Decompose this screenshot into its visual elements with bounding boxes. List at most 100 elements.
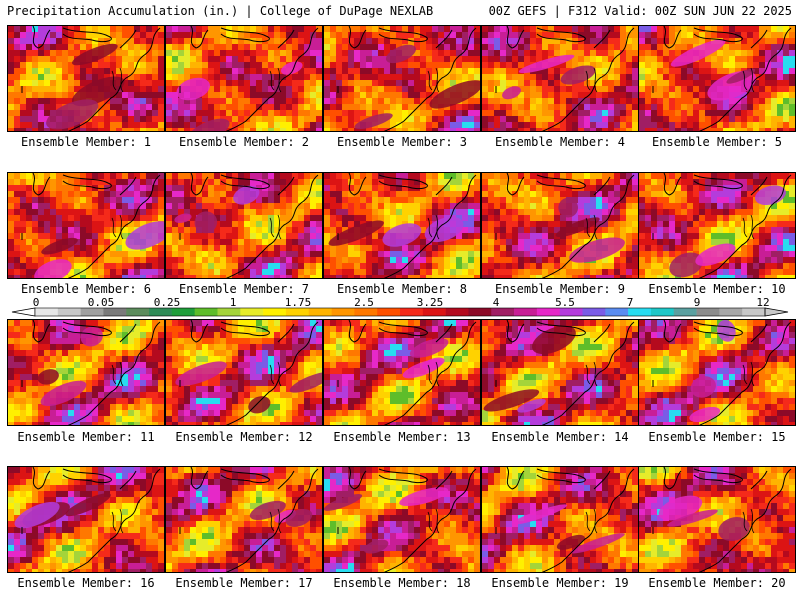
bay-outline xyxy=(742,361,755,387)
colorbar-swatch xyxy=(194,308,218,316)
ensemble-member-label: Ensemble Member: 13 xyxy=(333,430,471,444)
precip-field xyxy=(324,173,480,278)
bay-outline xyxy=(427,508,440,534)
coastline xyxy=(67,27,161,131)
great-lakes-outline xyxy=(190,26,295,49)
ensemble-member-label: Ensemble Member: 6 xyxy=(20,282,152,296)
colorbar-swatch xyxy=(308,308,332,316)
ensemble-member-label: Ensemble Member: 8 xyxy=(336,282,468,296)
bay-outline xyxy=(269,508,282,534)
precip-field xyxy=(639,320,795,425)
colorbar-swatch xyxy=(35,308,59,316)
bay-outline xyxy=(111,214,124,240)
ensemble-member-map xyxy=(165,172,323,279)
colorbar-swatch xyxy=(628,308,652,316)
ensemble-member-label: Ensemble Member: 19 xyxy=(491,576,629,590)
colorbar-swatch xyxy=(514,308,538,316)
great-lakes-outline xyxy=(190,173,295,196)
bay-outline xyxy=(111,508,124,534)
colorbar-swatch xyxy=(605,308,629,316)
precip-field xyxy=(166,467,322,572)
ensemble-member-map xyxy=(481,466,639,573)
great-lakes-outline xyxy=(506,467,611,490)
colorbar-max-arrow xyxy=(764,307,789,317)
ensemble-member-label: Ensemble Member: 5 xyxy=(651,135,783,149)
precipitation-colorbar: 0 0.05 0.25 1 1.75 2.5 3.25 4 5.5 7 9 12 xyxy=(0,295,800,323)
colorbar-tick-label: 1 xyxy=(230,296,237,309)
great-lakes-outline xyxy=(348,467,453,490)
great-lakes-outline xyxy=(663,173,768,196)
ensemble-member-label: Ensemble Member: 16 xyxy=(17,576,155,590)
coastline xyxy=(541,174,635,278)
ensemble-member-map xyxy=(481,25,639,132)
colorbar-swatch xyxy=(80,308,104,316)
precip-field xyxy=(8,26,164,131)
great-lakes-outline xyxy=(190,467,295,490)
bay-outline xyxy=(269,361,282,387)
coastline xyxy=(383,27,477,131)
precip-field xyxy=(8,173,164,278)
colorbar-tick-label: 4 xyxy=(493,296,500,309)
colorbar-swatch xyxy=(491,308,515,316)
ensemble-member-map xyxy=(323,319,481,426)
bay-outline xyxy=(585,508,598,534)
colorbar-tick-label: 3.25 xyxy=(417,296,444,309)
precip-field xyxy=(166,173,322,278)
colorbar-swatch xyxy=(696,308,720,316)
colorbar-swatch xyxy=(263,308,287,316)
coastline xyxy=(225,27,319,131)
great-lakes-outline xyxy=(348,173,453,196)
bay-outline xyxy=(742,214,755,240)
bay-outline xyxy=(742,508,755,534)
colorbar-swatch xyxy=(240,308,264,316)
precip-field xyxy=(639,26,795,131)
coastline xyxy=(541,468,635,572)
colorbar-tick-label: 0.25 xyxy=(154,296,181,309)
great-lakes-outline xyxy=(506,173,611,196)
bay-outline xyxy=(427,67,440,93)
precip-field xyxy=(324,26,480,131)
colorbar-swatch xyxy=(377,308,401,316)
ensemble-member-map xyxy=(481,172,639,279)
coastline xyxy=(383,321,477,425)
ensemble-member-label: Ensemble Member: 10 xyxy=(648,282,786,296)
coastline xyxy=(225,321,319,425)
colorbar-tick-label: 0.05 xyxy=(88,296,115,309)
bay-outline xyxy=(427,361,440,387)
great-lakes-outline xyxy=(190,320,295,343)
map-title: Precipitation Accumulation (in.) | Colle… xyxy=(7,4,434,18)
precip-field xyxy=(482,173,638,278)
colorbar-min-arrow xyxy=(11,307,36,317)
ensemble-member-label: Ensemble Member: 7 xyxy=(178,282,310,296)
coastline xyxy=(225,468,319,572)
ensemble-member-map xyxy=(638,25,796,132)
ensemble-member-map xyxy=(638,172,796,279)
bay-outline xyxy=(269,67,282,93)
coastline xyxy=(67,468,161,572)
bay-outline xyxy=(585,361,598,387)
precip-field xyxy=(324,320,480,425)
ensemble-member-label: Ensemble Member: 9 xyxy=(494,282,626,296)
precip-field xyxy=(8,467,164,572)
great-lakes-outline xyxy=(348,320,453,343)
precip-field xyxy=(482,320,638,425)
colorbar-tick-label: 1.75 xyxy=(285,296,312,309)
bay-outline xyxy=(269,214,282,240)
ensemble-member-map xyxy=(638,466,796,573)
coastline xyxy=(698,321,792,425)
colorbar-tick-label: 0 xyxy=(33,296,40,309)
ensemble-member-map xyxy=(165,25,323,132)
ensemble-member-map xyxy=(323,25,481,132)
precip-field xyxy=(166,26,322,131)
great-lakes-outline xyxy=(663,320,768,343)
ensemble-member-label: Ensemble Member: 2 xyxy=(178,135,310,149)
ensemble-member-label: Ensemble Member: 11 xyxy=(17,430,155,444)
model-run-info: 00Z GEFS | F312 Valid: 00Z SUN JUN 22 20… xyxy=(488,4,792,18)
colorbar-swatch xyxy=(445,308,469,316)
great-lakes-outline xyxy=(663,467,768,490)
colorbar-swatch xyxy=(354,308,378,316)
colorbar-swatch xyxy=(719,308,743,316)
coastline xyxy=(541,27,635,131)
colorbar-swatch xyxy=(331,308,355,316)
colorbar-swatch xyxy=(103,308,127,316)
